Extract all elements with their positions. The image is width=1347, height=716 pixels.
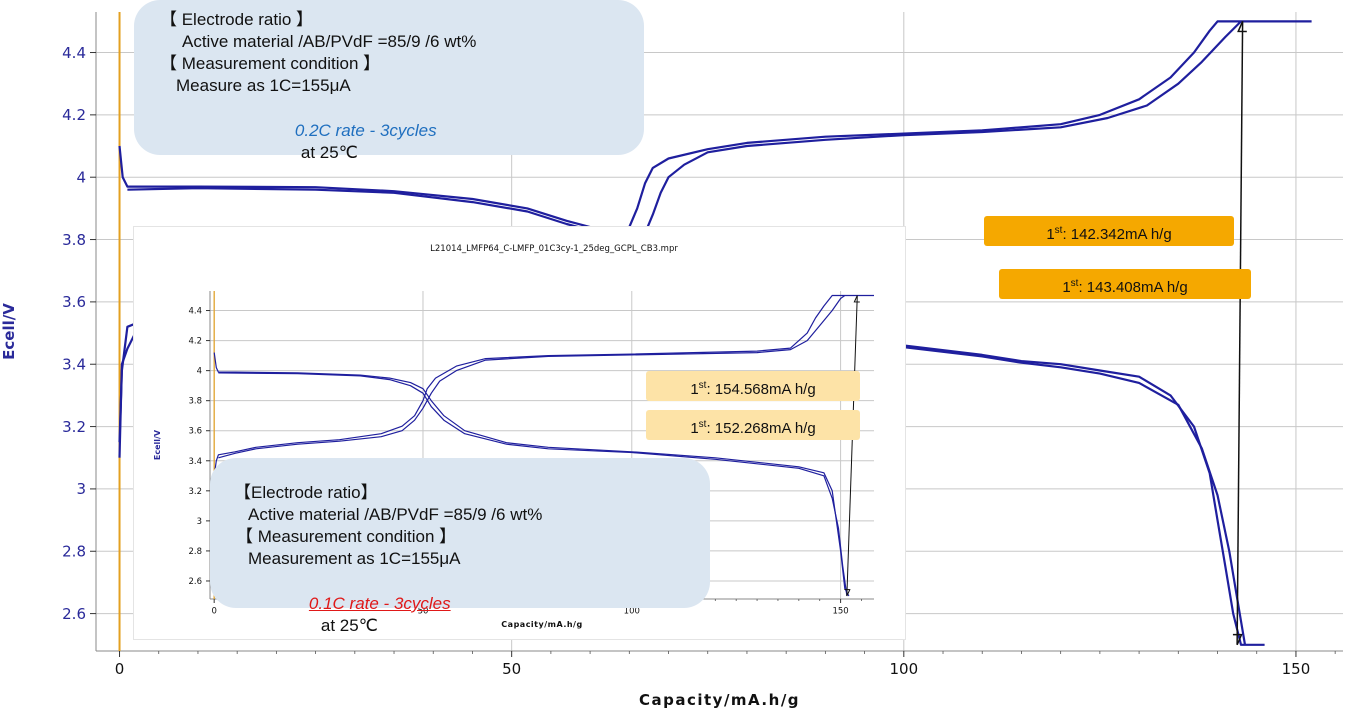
inset-chart-title: L21014_LMFP64_C-LMFP_01C3cy-1_25deg_GCPL… xyxy=(430,244,678,254)
main-ytick-label-0: 2.6 xyxy=(62,605,86,623)
inset-note-line-3: 【 Measurement condition 】 xyxy=(236,527,457,546)
inset-series-line-0 xyxy=(213,352,850,597)
main-ytick-label-9: 4.4 xyxy=(62,44,86,62)
inset-label-1-text: : 154.568mA h/g xyxy=(706,381,816,398)
inset-y-axis-label: Ecell/V xyxy=(153,429,162,460)
inset-note-temp: at 25℃ xyxy=(320,616,378,635)
inset-label-1-prefix: 1 xyxy=(690,381,699,398)
main-series-line-5 xyxy=(903,346,1247,645)
main-x-axis-label: Capacity/mA.h/g xyxy=(639,691,800,709)
main-condition-note: 【 Electrode ratio 】 Active material /AB/… xyxy=(134,0,644,162)
main-note-line-3: 【 Measurement condition 】 xyxy=(160,54,381,73)
inset-series-line-1 xyxy=(218,372,848,597)
inset-series-line-3 xyxy=(218,295,846,459)
inset-note-line-4: Measurement as 1C=155μA xyxy=(248,549,461,568)
main-label-1-text: : 142.342mA h/g xyxy=(1062,226,1172,243)
main-ytick-label-2: 3 xyxy=(76,480,86,498)
main-label-1-prefix: 1 xyxy=(1046,226,1055,243)
main-series-line-4 xyxy=(903,344,1265,646)
main-xtick-label-3: 150 xyxy=(1282,660,1311,678)
main-ytick-label-1: 2.8 xyxy=(62,543,86,561)
main-capacity-label-1: 1st: 142.342mA h/g xyxy=(984,216,1234,246)
main-series-line-2 xyxy=(118,20,1312,235)
inset-ytick-label-0: 2.6 xyxy=(188,577,202,587)
inset-ytick-label-1: 2.8 xyxy=(188,547,202,557)
inset-label-2-prefix: 1 xyxy=(690,420,699,437)
inset-capacity-arrow xyxy=(846,295,858,597)
inset-ytick-label-7: 4 xyxy=(197,367,202,377)
main-ytick-label-4: 3.4 xyxy=(62,355,86,373)
inset-condition-note: 【Electrode ratio】 Active material /AB/PV… xyxy=(210,458,710,635)
inset-label-2-text: : 152.268mA h/g xyxy=(706,420,816,437)
main-note-line-2: Active material /AB/PVdF =85/9 /6 wt% xyxy=(182,32,477,51)
inset-xtick-label-3: 150 xyxy=(832,607,848,617)
main-ytick-label-5: 3.6 xyxy=(62,293,86,311)
main-label-2-text: : 143.408mA h/g xyxy=(1078,279,1188,296)
inset-ytick-label-3: 3.2 xyxy=(188,487,202,497)
main-capacity-arrow xyxy=(1236,21,1244,645)
inset-label-1-sup: st xyxy=(698,380,707,391)
main-note-rate-line: 0.2C rate - 3cycles at 25℃ xyxy=(276,98,437,186)
inset-arrow-head-bottom xyxy=(844,588,851,597)
inset-note-line-1: 【Electrode ratio】 xyxy=(234,483,378,502)
main-note-temp: at 25℃ xyxy=(300,143,358,162)
inset-capacity-label-1: 1st: 154.568mA h/g xyxy=(646,371,860,401)
main-note-rate: 0.2C rate - 3cycles xyxy=(294,121,437,140)
main-label-2-sup: st xyxy=(1070,278,1079,289)
inset-ytick-label-5: 3.6 xyxy=(188,427,202,437)
main-y-axis-label: Ecell/V xyxy=(0,303,18,360)
inset-arrow-head-top xyxy=(853,295,860,303)
inset-ytick-label-6: 3.8 xyxy=(188,397,202,407)
main-ytick-label-7: 4 xyxy=(76,168,86,186)
inset-ytick-label-8: 4.2 xyxy=(188,337,202,347)
main-xtick-label-2: 100 xyxy=(889,660,918,678)
main-arrow-head-top xyxy=(1237,21,1247,33)
inset-xtick-label-1: 50 xyxy=(418,607,429,617)
main-ytick-label-6: 3.8 xyxy=(62,231,86,249)
main-series-line-3 xyxy=(127,20,1242,244)
inset-note-rate: 0.1C rate - 3cycles xyxy=(308,594,451,613)
main-label-1-sup: st xyxy=(1054,225,1063,236)
inset-series-line-2 xyxy=(213,294,874,476)
inset-ytick-label-2: 3 xyxy=(197,517,202,527)
main-arrow-head-bottom xyxy=(1232,633,1243,646)
inset-x-axis-label: Capacity/mA.h/g xyxy=(501,620,582,629)
inset-label-2-sup: st xyxy=(698,419,707,430)
main-ytick-label-8: 4.2 xyxy=(62,106,86,124)
inset-capacity-label-2: 1st: 152.268mA h/g xyxy=(646,410,860,440)
inset-note-rate-line: 0.1C rate - 3cycles at 25℃ xyxy=(290,571,451,659)
inset-xtick-label-2: 100 xyxy=(624,607,640,617)
main-ytick-label-3: 3.2 xyxy=(62,418,86,436)
main-label-2-prefix: 1 xyxy=(1062,279,1071,296)
inset-xtick-label-0: 0 xyxy=(211,607,216,617)
main-xtick-label-0: 0 xyxy=(115,660,125,678)
main-capacity-label-2: 1st: 143.408mA h/g xyxy=(999,269,1251,299)
inset-note-line-2: Active material /AB/PVdF =85/9 /6 wt% xyxy=(248,505,543,524)
inset-ytick-label-9: 4.4 xyxy=(188,307,202,317)
inset-ytick-label-4: 3.4 xyxy=(188,457,202,467)
main-note-line-4: Measure as 1C=155μA xyxy=(176,76,351,95)
main-note-line-1: 【 Electrode ratio 】 xyxy=(160,10,314,29)
main-xtick-label-1: 50 xyxy=(502,660,521,678)
